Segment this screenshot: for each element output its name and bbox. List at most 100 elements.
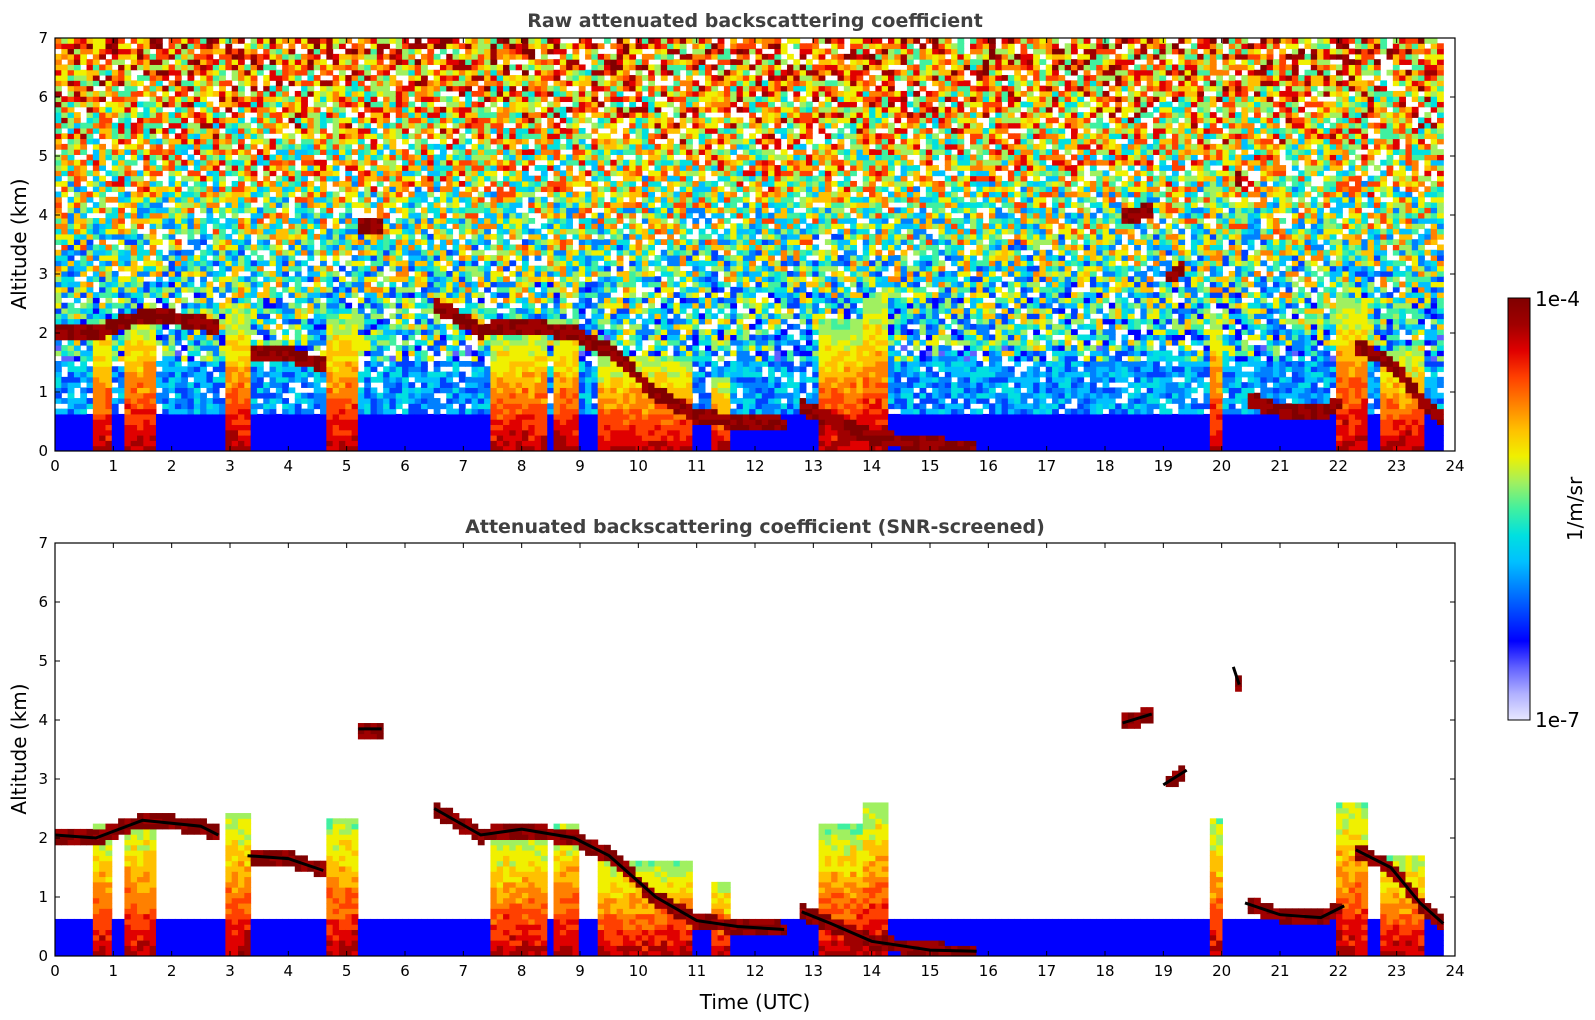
- heatmap-cell: [149, 112, 157, 118]
- heatmap-cell: [256, 244, 264, 251]
- heatmap-cell: [275, 191, 283, 198]
- heatmap-cell: [395, 175, 403, 182]
- heatmap-cell: [389, 202, 397, 208]
- heatmap-cell: [250, 96, 258, 103]
- heatmap-cell: [73, 445, 81, 451]
- heatmap-cell: [439, 339, 447, 346]
- heatmap-cell: [149, 445, 157, 451]
- heatmap-cell: [187, 360, 195, 367]
- heatmap-cell: [73, 260, 81, 267]
- heatmap-cell: [307, 334, 315, 341]
- heatmap-cell: [256, 191, 264, 198]
- heatmap-cell: [212, 249, 220, 256]
- heatmap-cell: [458, 106, 466, 113]
- heatmap-cell: [263, 202, 271, 208]
- heatmap-cell: [351, 435, 359, 441]
- heatmap-cell: [225, 376, 233, 383]
- heatmap-cell: [496, 143, 504, 150]
- heatmap-cell: [174, 297, 182, 304]
- heatmap-cell: [370, 323, 378, 330]
- heatmap-cell: [61, 376, 69, 383]
- heatmap-cell: [458, 53, 466, 60]
- heatmap-cell: [99, 419, 106, 426]
- heatmap-cell: [282, 69, 289, 76]
- heatmap-cell: [174, 170, 182, 177]
- heatmap-cell: [162, 313, 170, 320]
- heatmap-cell: [275, 313, 283, 320]
- heatmap-cell: [357, 165, 365, 171]
- heatmap-cell: [212, 244, 220, 251]
- heatmap-cell: [427, 59, 435, 65]
- heatmap-cell: [86, 308, 94, 314]
- heatmap-cell: [250, 244, 258, 251]
- heatmap-cell: [80, 223, 88, 230]
- heatmap-cell: [181, 207, 189, 214]
- heatmap-cell: [269, 334, 277, 341]
- heatmap-cell: [357, 323, 365, 330]
- heatmap-cell: [414, 323, 422, 330]
- heatmap-cell: [465, 154, 472, 161]
- heatmap-cell: [149, 53, 157, 60]
- heatmap-cell: [86, 112, 94, 118]
- heatmap-cell: [408, 371, 416, 378]
- heatmap-cell: [389, 424, 397, 431]
- heatmap-cell: [345, 143, 353, 150]
- heatmap-cell: [111, 48, 119, 55]
- heatmap-cell: [130, 159, 138, 166]
- heatmap-cell: [496, 106, 504, 113]
- heatmap-cell: [206, 159, 214, 166]
- heatmap-cell: [55, 112, 62, 118]
- heatmap-cell: [238, 223, 245, 230]
- heatmap-cell: [193, 302, 201, 309]
- heatmap-cell: [484, 149, 491, 155]
- heatmap-cell: [313, 382, 321, 388]
- heatmap-cell: [421, 286, 428, 293]
- heatmap-cell: [294, 196, 302, 203]
- heatmap-cell: [200, 133, 207, 140]
- heatmap-cell: [124, 196, 132, 203]
- heatmap-cell: [219, 112, 226, 118]
- heatmap-cell: [452, 350, 460, 357]
- heatmap-cell: [55, 297, 62, 304]
- heatmap-cell: [446, 398, 454, 404]
- heatmap-cell: [376, 180, 384, 187]
- heatmap-cell: [256, 265, 264, 272]
- heatmap-cell: [376, 196, 384, 203]
- heatmap-cell: [370, 392, 378, 399]
- heatmap-cell: [294, 318, 302, 325]
- heatmap-cell: [149, 128, 157, 134]
- heatmap-cell: [509, 112, 517, 118]
- heatmap-cell: [86, 413, 94, 420]
- heatmap-cell: [490, 260, 498, 267]
- heatmap-cell: [326, 165, 334, 171]
- heatmap-cell: [458, 281, 466, 288]
- heatmap-cell: [364, 59, 372, 65]
- heatmap-cell: [439, 413, 447, 420]
- heatmap-cell: [149, 202, 157, 208]
- heatmap-cell: [73, 339, 81, 346]
- heatmap-cell: [503, 424, 510, 431]
- heatmap-cell: [61, 355, 69, 362]
- heatmap-cell: [263, 149, 271, 155]
- heatmap-cell: [193, 339, 201, 346]
- heatmap-cell: [118, 323, 125, 330]
- heatmap-cell: [421, 408, 428, 415]
- heatmap-cell: [143, 366, 151, 373]
- heatmap-cell: [370, 165, 378, 171]
- heatmap-cell: [282, 350, 289, 357]
- heatmap-cell: [351, 329, 359, 336]
- heatmap-cell: [61, 302, 69, 309]
- heatmap-cell: [313, 308, 321, 314]
- heatmap-cell: [155, 180, 163, 187]
- heatmap-cell: [395, 302, 403, 309]
- heatmap-cell: [61, 323, 69, 330]
- heatmap-cell: [345, 180, 353, 187]
- heatmap-cell: [345, 59, 353, 65]
- heatmap-cell: [206, 101, 214, 108]
- heatmap-cell: [345, 270, 353, 277]
- heatmap-cell: [174, 138, 182, 145]
- heatmap-cell: [282, 186, 289, 193]
- heatmap-cell: [345, 382, 353, 388]
- heatmap-cell: [452, 149, 460, 155]
- heatmap-cell: [414, 345, 422, 351]
